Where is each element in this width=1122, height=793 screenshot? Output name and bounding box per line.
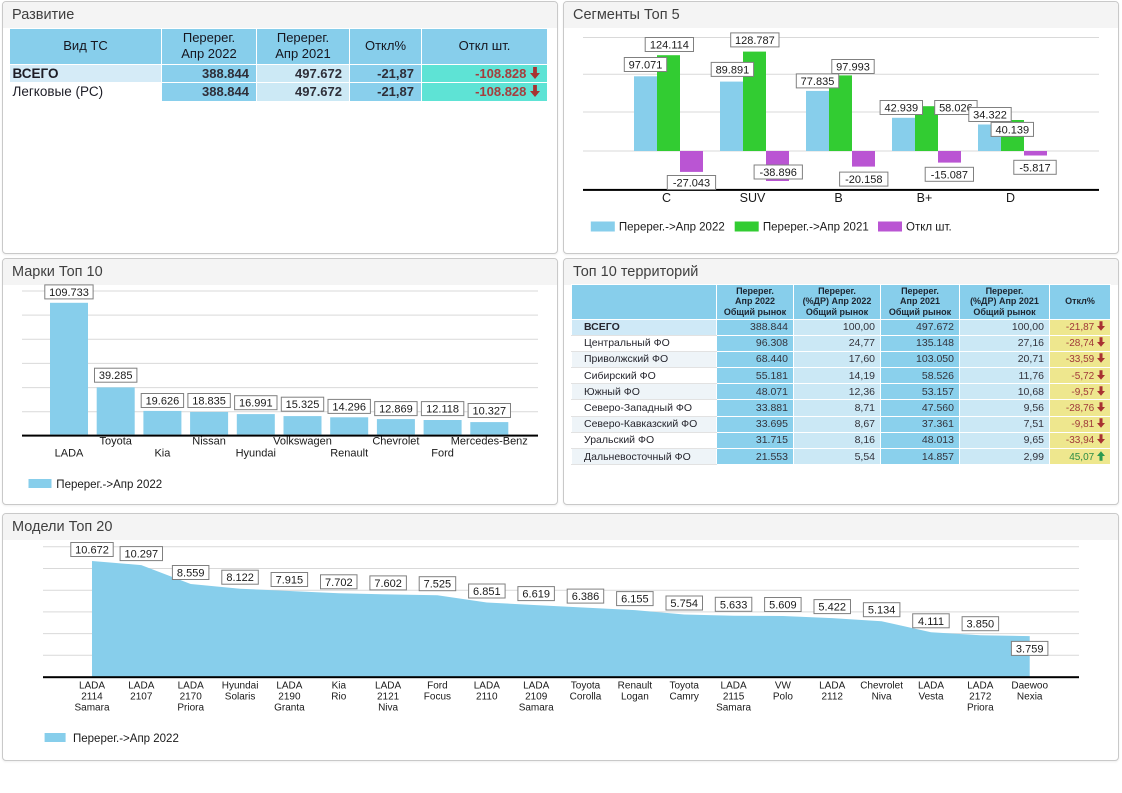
- svg-text:39.285: 39.285: [99, 370, 133, 382]
- svg-text:15.325: 15.325: [286, 399, 320, 411]
- svg-text:12.118: 12.118: [426, 404, 459, 416]
- svg-text:5.134: 5.134: [868, 605, 896, 617]
- svg-text:109.733: 109.733: [49, 287, 89, 299]
- svg-text:97.993: 97.993: [836, 62, 870, 74]
- svg-text:Toyota: Toyota: [99, 436, 132, 448]
- svg-text:89.891: 89.891: [716, 64, 750, 76]
- svg-text:18.835: 18.835: [192, 396, 226, 408]
- svg-text:12.869: 12.869: [379, 404, 413, 416]
- svg-text:6.619: 6.619: [522, 589, 550, 601]
- svg-text:-15.087: -15.087: [931, 169, 968, 181]
- svg-text:8.122: 8.122: [226, 572, 254, 584]
- svg-text:LADA: LADA: [55, 448, 84, 460]
- svg-text:6.851: 6.851: [473, 586, 501, 598]
- svg-text:42.939: 42.939: [884, 103, 918, 115]
- svg-text:10.327: 10.327: [472, 406, 506, 418]
- svg-text:7.525: 7.525: [424, 579, 452, 591]
- svg-text:10.297: 10.297: [124, 549, 158, 561]
- svg-text:3.850: 3.850: [967, 619, 995, 631]
- svg-text:10.672: 10.672: [75, 545, 109, 557]
- svg-text:Hyundai: Hyundai: [236, 448, 276, 460]
- svg-text:5.754: 5.754: [670, 598, 698, 610]
- svg-text:4.111: 4.111: [918, 616, 944, 628]
- svg-text:8.559: 8.559: [177, 568, 205, 580]
- svg-text:Ford: Ford: [431, 448, 454, 460]
- svg-text:-20.158: -20.158: [845, 174, 882, 186]
- svg-text:C: C: [662, 191, 671, 205]
- svg-text:6.155: 6.155: [621, 594, 649, 606]
- svg-text:6.386: 6.386: [572, 591, 600, 603]
- svg-text:SUV: SUV: [740, 191, 766, 205]
- svg-text:-5.817: -5.817: [1019, 162, 1050, 174]
- svg-text:Renault: Renault: [330, 448, 368, 460]
- svg-text:97.071: 97.071: [629, 60, 663, 72]
- svg-text:34.322: 34.322: [973, 110, 1007, 122]
- svg-text:Перерег.->Апр 2022: Перерег.->Апр 2022: [56, 479, 162, 491]
- svg-text:Mercedes-Benz: Mercedes-Benz: [451, 436, 528, 448]
- svg-text:77.835: 77.835: [801, 76, 835, 88]
- svg-text:58.026: 58.026: [939, 103, 973, 115]
- svg-text:Nissan: Nissan: [192, 436, 226, 448]
- svg-text:7.702: 7.702: [325, 577, 353, 589]
- svg-text:B+: B+: [917, 191, 933, 205]
- svg-text:Перерег.->Апр 2022: Перерег.->Апр 2022: [619, 222, 725, 234]
- svg-text:40.139: 40.139: [995, 124, 1029, 136]
- svg-text:D: D: [1006, 191, 1015, 205]
- svg-text:7.915: 7.915: [276, 575, 304, 587]
- svg-text:5.422: 5.422: [818, 602, 846, 614]
- svg-text:Kia: Kia: [154, 448, 171, 460]
- svg-text:14.296: 14.296: [332, 401, 366, 413]
- svg-text:5.633: 5.633: [720, 599, 748, 611]
- svg-text:B: B: [834, 191, 842, 205]
- svg-text:19.626: 19.626: [146, 396, 180, 408]
- svg-text:128.787: 128.787: [735, 35, 775, 47]
- svg-text:-38.896: -38.896: [760, 167, 797, 179]
- svg-text:Перерег.->Апр 2021: Перерег.->Апр 2021: [763, 222, 869, 234]
- svg-text:Chevrolet: Chevrolet: [372, 436, 419, 448]
- svg-text:-27.043: -27.043: [673, 178, 710, 190]
- svg-text:124.114: 124.114: [650, 40, 689, 52]
- svg-text:7.602: 7.602: [374, 578, 402, 590]
- svg-text:Откл шт.: Откл шт.: [906, 222, 952, 234]
- svg-text:Перерег.->Апр 2022: Перерег.->Апр 2022: [73, 733, 179, 745]
- svg-text:3.759: 3.759: [1016, 643, 1044, 655]
- svg-text:16.991: 16.991: [239, 398, 273, 410]
- svg-text:5.609: 5.609: [769, 600, 797, 612]
- svg-text:Volkswagen: Volkswagen: [273, 436, 332, 448]
